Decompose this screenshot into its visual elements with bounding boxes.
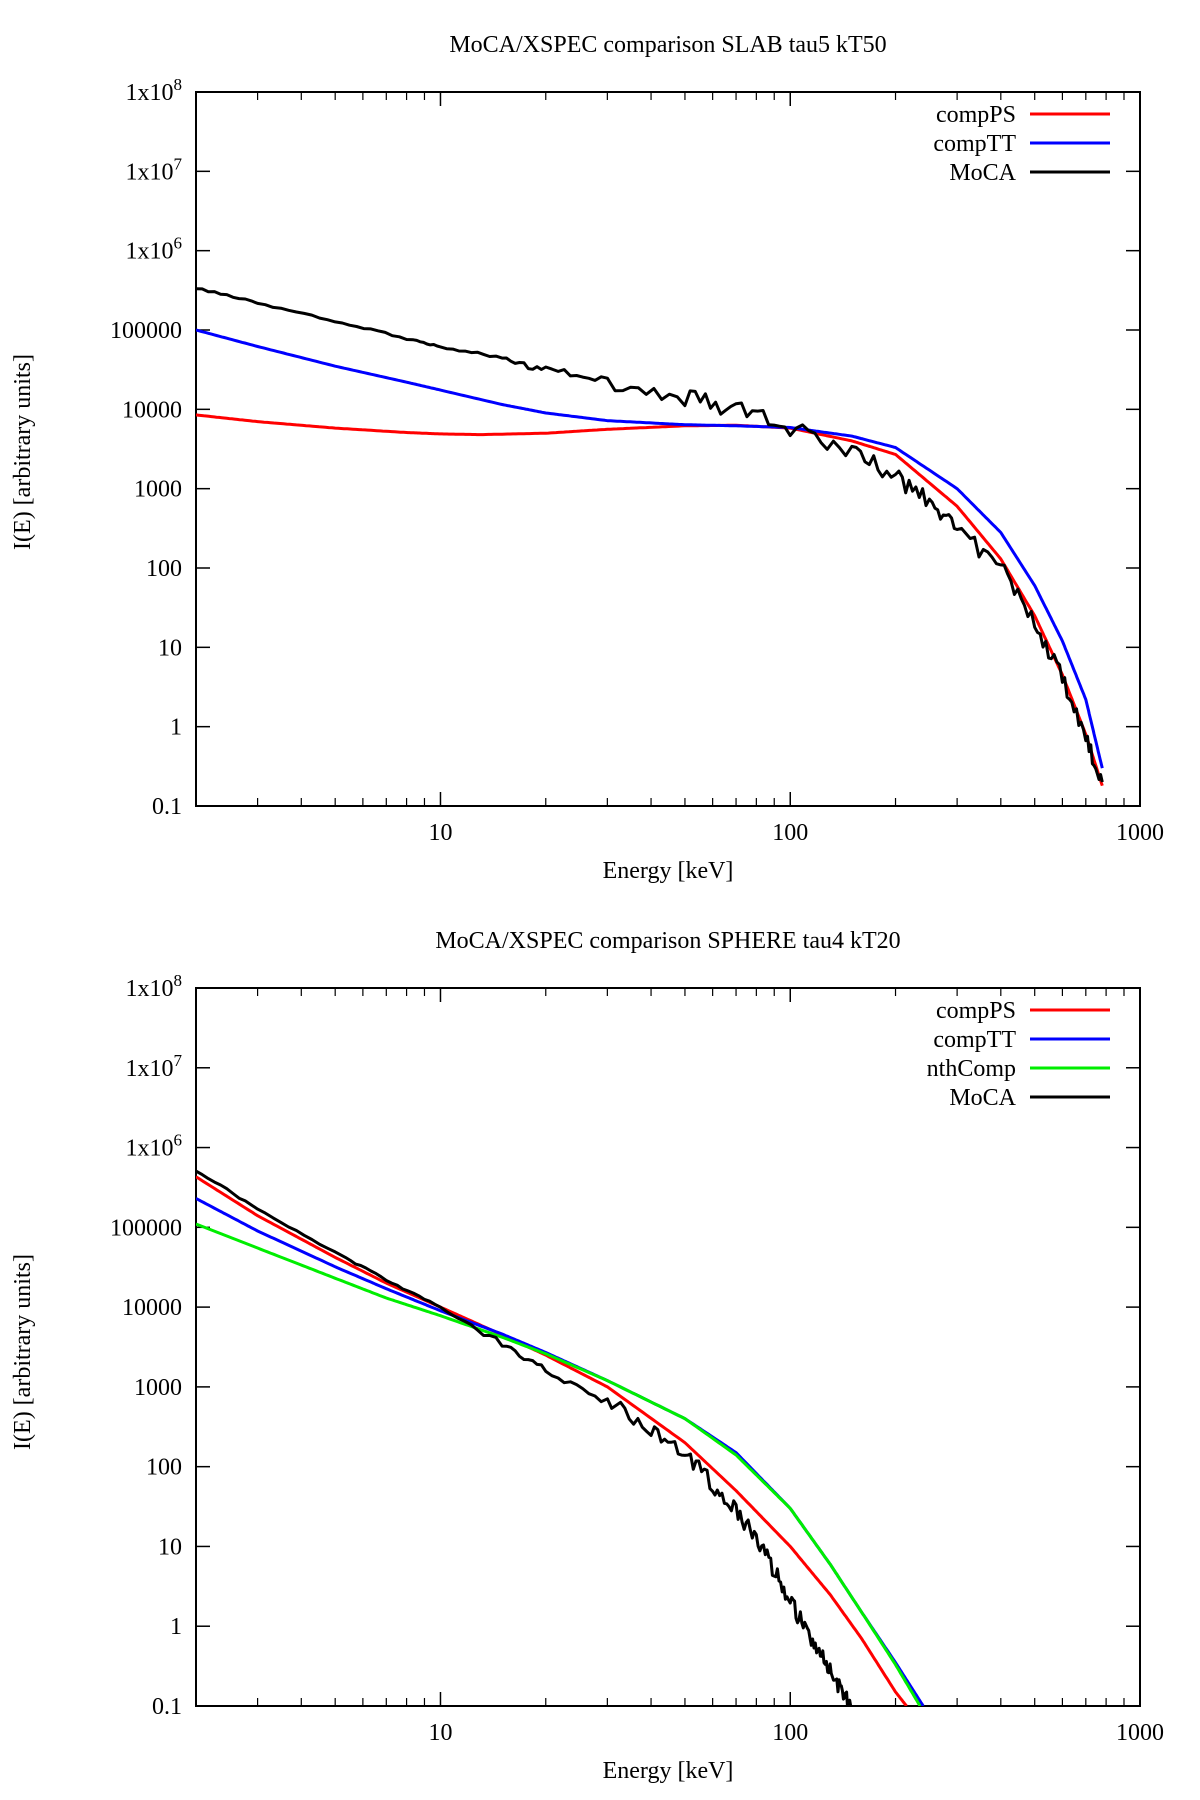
y-tick-label: 10000 xyxy=(122,1295,182,1321)
y-tick-label: 10 xyxy=(158,635,182,661)
legend-label: compPS xyxy=(936,102,1016,128)
y-axis-label: I(E) [arbitrary units] xyxy=(10,354,36,550)
series-line-MoCA xyxy=(196,287,1104,783)
slab-chart-panel: MoCA/XSPEC comparison SLAB tau5 kT50 Ene… xyxy=(10,32,1164,884)
y-tick-label: 1x108 xyxy=(126,971,183,1002)
legend-label: MoCA xyxy=(949,1085,1016,1111)
chart-title: MoCA/XSPEC comparison SLAB tau5 kT50 xyxy=(449,32,886,58)
x-tick-label: 1000 xyxy=(1116,1720,1164,1746)
y-tick-label: 1x106 xyxy=(126,1131,183,1162)
series-line-compTT xyxy=(196,328,1104,769)
y-tick-label: 10 xyxy=(158,1534,182,1560)
y-tick-label: 100 xyxy=(146,556,182,582)
x-tick-label: 1000 xyxy=(1116,820,1164,846)
y-tick-label: 100 xyxy=(146,1455,182,1481)
y-tick-label: 10000 xyxy=(122,397,182,423)
series-line-MoCA xyxy=(196,1169,853,1706)
y-tick-label: 100000 xyxy=(110,318,182,344)
legend-label: compPS xyxy=(936,998,1016,1024)
legend-label: compTT xyxy=(933,1027,1016,1053)
y-tick-label: 0.1 xyxy=(152,794,182,820)
legend-label: compTT xyxy=(933,131,1016,157)
y-tick-label: 0.1 xyxy=(152,1694,182,1720)
x-axis-label: Energy [keV] xyxy=(603,1758,734,1784)
y-tick-label: 1000 xyxy=(134,477,182,503)
sphere-chart-panel: MoCA/XSPEC comparison SPHERE tau4 kT20 E… xyxy=(10,928,1164,1784)
x-tick-label: 10 xyxy=(428,1720,452,1746)
series-line-nthComp xyxy=(196,1222,922,1706)
y-tick-label: 1x106 xyxy=(126,234,183,265)
plot-frame xyxy=(195,91,1141,807)
y-tick-label: 1x108 xyxy=(126,75,183,106)
y-tick-label: 1000 xyxy=(134,1375,182,1401)
series-line-compTT xyxy=(196,1197,925,1706)
y-tick-label: 1x107 xyxy=(126,154,183,185)
legend-label: MoCA xyxy=(949,160,1016,186)
chart-title: MoCA/XSPEC comparison SPHERE tau4 kT20 xyxy=(435,928,900,954)
y-axis-label: I(E) [arbitrary units] xyxy=(10,1254,36,1450)
series-line-compPS xyxy=(196,1175,908,1706)
x-tick-label: 100 xyxy=(772,1720,808,1746)
y-tick-label: 1 xyxy=(170,715,182,741)
y-tick-label: 100000 xyxy=(110,1215,182,1241)
plot-frame xyxy=(195,987,1141,1707)
x-axis-label: Energy [keV] xyxy=(603,858,734,884)
x-tick-label: 10 xyxy=(428,820,452,846)
x-tick-label: 100 xyxy=(772,820,808,846)
series-line-compPS xyxy=(196,413,1104,787)
y-tick-label: 1x107 xyxy=(126,1051,183,1082)
legend-label: nthComp xyxy=(927,1056,1016,1082)
y-tick-label: 1 xyxy=(170,1614,182,1640)
